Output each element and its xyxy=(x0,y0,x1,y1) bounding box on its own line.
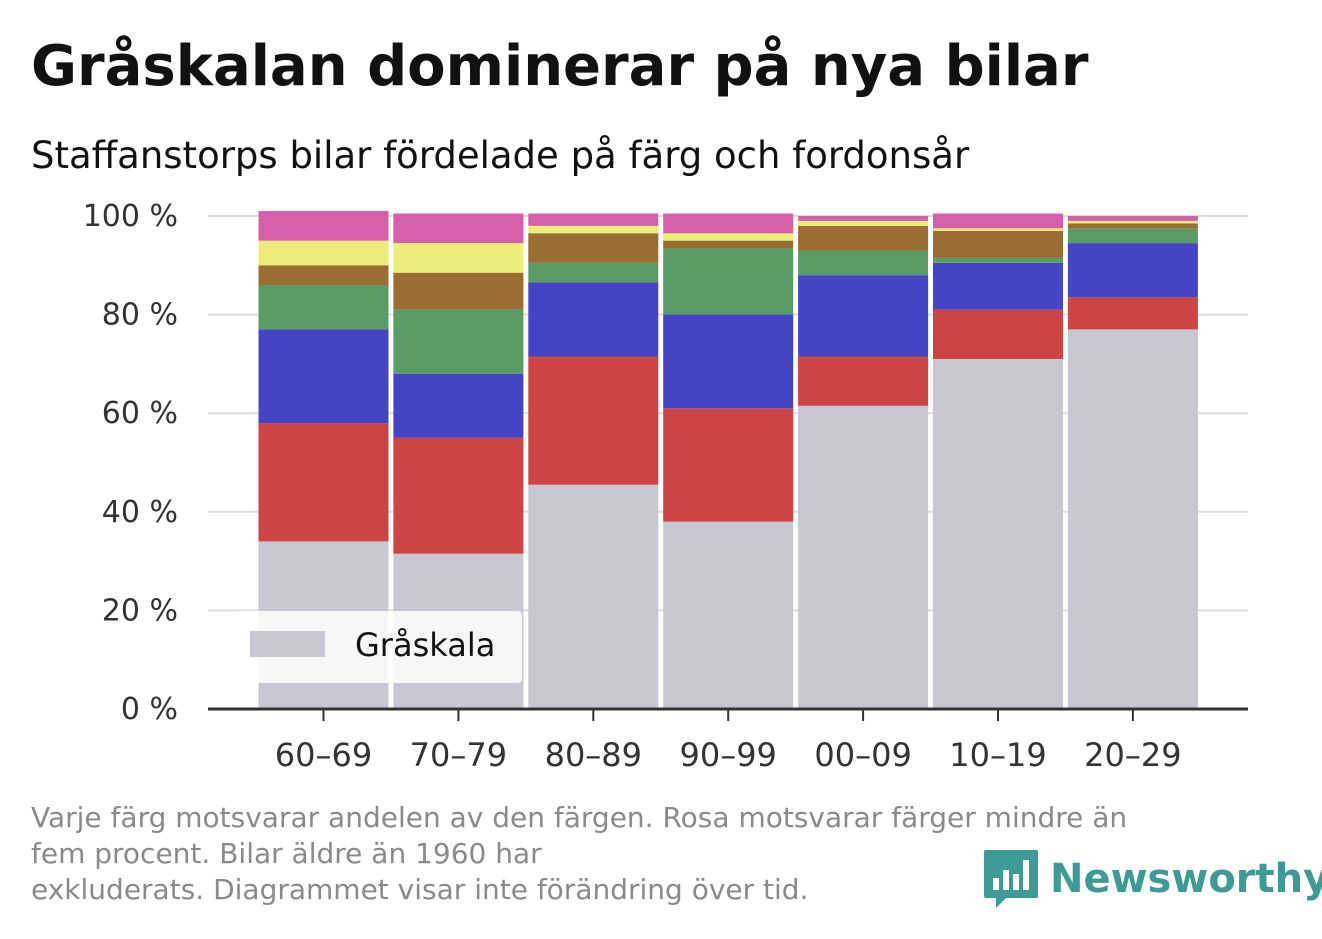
bar-segment xyxy=(258,329,389,424)
bar-segment xyxy=(528,356,659,485)
bar-segment xyxy=(393,243,524,273)
y-tick-label: 100 % xyxy=(83,199,178,234)
bar-segment xyxy=(663,240,794,249)
bar-segment xyxy=(933,230,1063,258)
x-tick-label: 10–19 xyxy=(949,736,1046,774)
bar-segment xyxy=(528,282,659,357)
x-tick-label: 90–99 xyxy=(679,736,776,774)
bar-segment xyxy=(258,265,389,286)
bar-segment xyxy=(393,373,524,438)
bars xyxy=(258,211,1198,709)
x-tick-label: 80–89 xyxy=(545,736,642,774)
bar-segment xyxy=(528,484,659,709)
footnote-line-1: Varje färg motsvarar andelen av den färg… xyxy=(31,801,1128,834)
axes: 0 % 20 % 40 % 60 % 80 % 100 % 60–69 70–79 80–89 9… xyxy=(83,199,1248,774)
bar-segment xyxy=(663,314,794,409)
bar-chart-speech-icon xyxy=(984,850,1038,908)
bar-segment xyxy=(933,257,1063,263)
bar-segment xyxy=(933,358,1063,709)
x-tick-label: 20–29 xyxy=(1084,736,1181,774)
bar-segment xyxy=(663,408,794,522)
bar-segment xyxy=(1067,228,1198,244)
x-tick-label: 70–79 xyxy=(410,736,507,774)
bar-segment xyxy=(663,233,794,241)
bar-segment xyxy=(798,225,929,251)
bar-segment xyxy=(798,405,929,709)
legend: Gråskala xyxy=(236,611,522,683)
y-tick-label: 80 % xyxy=(102,298,178,333)
bar-segment xyxy=(663,521,794,709)
legend-box xyxy=(236,611,522,683)
bar-segment xyxy=(528,225,659,234)
y-tick-label: 60 % xyxy=(102,396,178,431)
x-tick-label: 60–69 xyxy=(275,736,372,774)
bar-segment xyxy=(258,240,389,266)
bar-segment xyxy=(663,248,794,315)
y-tick-label: 40 % xyxy=(102,495,178,530)
bar-segment xyxy=(258,211,389,241)
bar-segment xyxy=(933,228,1063,231)
y-tick-label: 20 % xyxy=(102,593,178,628)
x-tick-label: 00–09 xyxy=(814,736,911,774)
bar-segment xyxy=(528,233,659,263)
bar-segment xyxy=(798,220,929,226)
footnote-line-3: exkluderats. Diagrammet visar inte förän… xyxy=(31,873,809,906)
bar-segment xyxy=(1067,216,1198,221)
bar-segment xyxy=(528,213,659,226)
bar-segment xyxy=(1067,329,1198,709)
newsworthy-logo: Newsworthy xyxy=(982,848,1322,910)
footnote: Varje färg motsvarar andelen av den färg… xyxy=(31,800,1271,908)
logo-text: Newsworthy xyxy=(1050,856,1322,902)
bar-segment xyxy=(393,272,524,310)
bar-segment xyxy=(528,262,659,283)
bar-segment xyxy=(1067,297,1198,330)
y-tick-label: 0 % xyxy=(121,692,178,727)
bar-segment xyxy=(933,309,1063,359)
footnote-line-2: fem procent. Bilar äldre än 1960 har xyxy=(31,837,542,870)
bar-segment xyxy=(1067,243,1198,298)
bar-segment xyxy=(258,285,389,330)
bar-segment xyxy=(258,423,389,542)
bar-segment xyxy=(798,275,929,357)
chart-title: Gråskalan dominerar på nya bilar xyxy=(31,34,1089,99)
bar-segment xyxy=(1067,220,1198,224)
bar-segment xyxy=(933,213,1063,229)
bar-segment xyxy=(393,213,524,244)
bar-segment xyxy=(933,262,1063,310)
stacked-bar-chart: 0 % 20 % 40 % 60 % 80 % 100 % 60–69 70–79 80–89 9… xyxy=(83,199,1248,774)
bar-segment xyxy=(393,437,524,554)
chart-subtitle: Staffanstorps bilar fördelade på färg oc… xyxy=(31,134,970,177)
legend-swatch xyxy=(250,631,325,657)
legend-label: Gråskala xyxy=(355,626,495,664)
bar-segment xyxy=(393,309,524,374)
bar-segment xyxy=(798,356,929,406)
bar-segment xyxy=(798,250,929,276)
bar-segment xyxy=(1067,223,1198,229)
bar-segment xyxy=(663,213,794,234)
bar-segment xyxy=(798,216,929,221)
